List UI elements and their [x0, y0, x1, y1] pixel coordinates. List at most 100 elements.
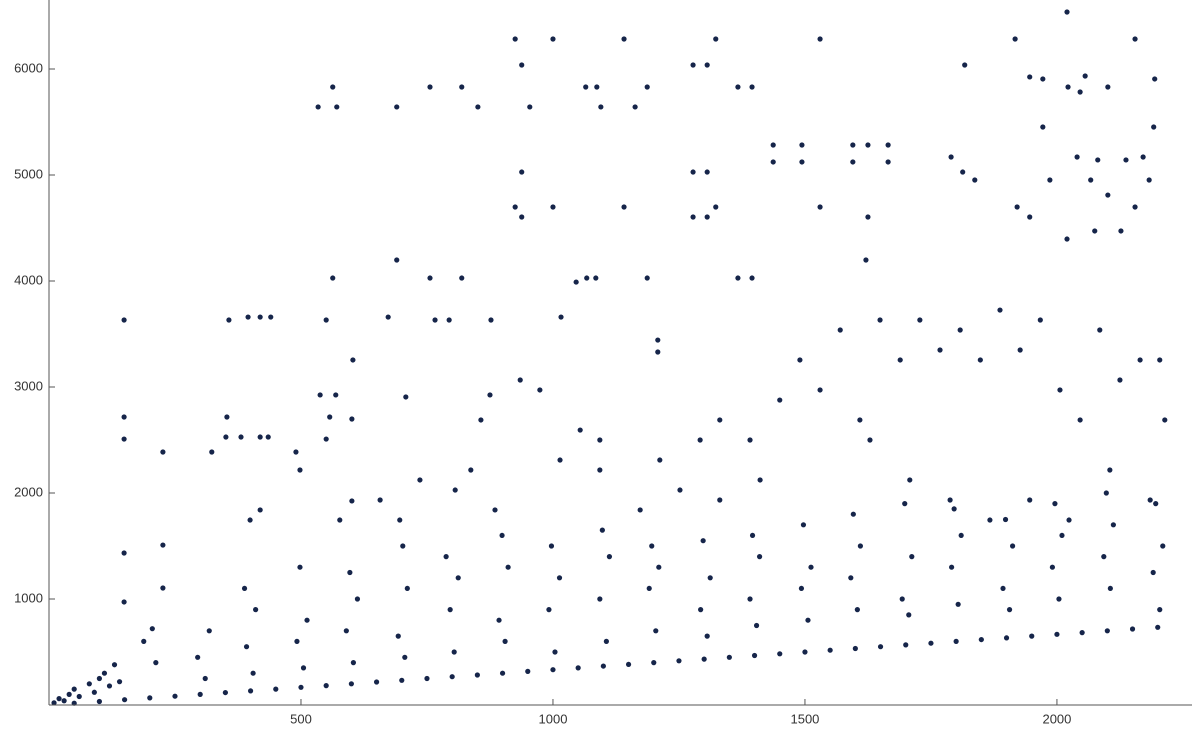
data-point	[817, 387, 823, 393]
data-point	[644, 84, 650, 90]
data-point	[597, 467, 603, 473]
data-point	[753, 622, 760, 629]
data-point	[348, 681, 354, 687]
data-point	[257, 507, 263, 513]
data-point	[1153, 501, 1159, 507]
data-point	[597, 437, 603, 443]
data-point	[257, 434, 263, 440]
data-point	[655, 349, 661, 355]
data-point	[1157, 607, 1163, 613]
data-point	[598, 104, 604, 110]
data-point	[977, 357, 983, 363]
data-point	[799, 159, 805, 165]
data-point	[238, 434, 244, 440]
data-point	[268, 314, 274, 320]
data-point	[603, 638, 609, 645]
data-point	[637, 507, 643, 513]
data-point	[747, 596, 753, 602]
data-point	[330, 275, 336, 281]
data-point	[651, 660, 657, 666]
data-point	[749, 84, 755, 90]
data-point	[937, 347, 943, 353]
data-point	[1056, 596, 1062, 602]
data-point	[848, 575, 854, 581]
data-point	[206, 628, 212, 634]
data-point	[1150, 569, 1156, 576]
data-point	[1097, 327, 1103, 333]
data-point	[646, 585, 652, 592]
y-tick-label: 6000	[14, 60, 43, 75]
data-point	[1107, 467, 1113, 473]
data-point	[499, 532, 505, 539]
data-point	[649, 543, 655, 549]
data-point	[1088, 177, 1094, 183]
data-point	[1152, 76, 1158, 82]
axis-layer: 1000 2000 3000 4000 5000 6000 500 1000 1500 2000	[14, 0, 1192, 726]
data-point	[1123, 157, 1129, 163]
data-point	[573, 279, 579, 285]
data-point	[805, 617, 811, 623]
data-point	[957, 327, 963, 333]
data-point	[519, 62, 525, 68]
data-point	[949, 564, 955, 570]
data-point	[86, 681, 92, 687]
data-point	[1003, 635, 1010, 641]
data-point	[488, 317, 494, 323]
data-point	[978, 636, 984, 643]
data-point	[474, 672, 480, 678]
data-point	[797, 357, 803, 363]
data-point	[632, 104, 638, 110]
data-point	[1117, 377, 1123, 383]
data-point	[948, 154, 954, 160]
data-point	[550, 204, 556, 210]
data-point	[704, 214, 710, 220]
data-point	[330, 84, 336, 90]
data-point	[583, 84, 589, 90]
data-point	[1065, 84, 1071, 90]
data-point	[121, 599, 127, 605]
data-point	[1147, 497, 1153, 503]
data-point	[323, 317, 329, 323]
data-point	[713, 204, 719, 210]
data-point	[51, 700, 57, 706]
data-point	[704, 633, 710, 639]
data-point	[121, 697, 128, 703]
data-point	[424, 675, 430, 682]
data-point	[241, 585, 248, 592]
data-point	[557, 457, 563, 463]
data-point	[61, 698, 67, 704]
data-point	[1107, 585, 1113, 592]
data-point	[397, 517, 403, 523]
data-point	[512, 204, 518, 210]
data-point	[808, 564, 814, 570]
data-point	[66, 691, 72, 698]
data-point	[449, 674, 455, 680]
data-point	[690, 62, 696, 68]
data-point	[865, 142, 871, 148]
data-point	[1082, 73, 1088, 79]
data-point	[153, 660, 159, 666]
data-point	[197, 691, 203, 698]
data-point	[1104, 628, 1110, 634]
data-point	[1054, 631, 1060, 637]
data-point	[519, 214, 525, 220]
data-point	[1027, 497, 1033, 503]
data-point	[273, 686, 279, 692]
data-point	[928, 640, 934, 646]
data-point	[1105, 84, 1111, 90]
data-point	[1000, 585, 1006, 592]
data-point	[323, 436, 329, 442]
data-point	[395, 633, 401, 639]
data-point	[71, 700, 77, 706]
data-point	[525, 668, 531, 674]
y-tick-label: 5000	[14, 166, 43, 181]
data-point	[224, 414, 230, 420]
data-point	[953, 638, 959, 645]
data-point	[1059, 532, 1065, 539]
data-point	[172, 693, 178, 699]
data-point	[677, 487, 683, 493]
data-point	[877, 317, 883, 323]
data-point	[265, 434, 271, 440]
